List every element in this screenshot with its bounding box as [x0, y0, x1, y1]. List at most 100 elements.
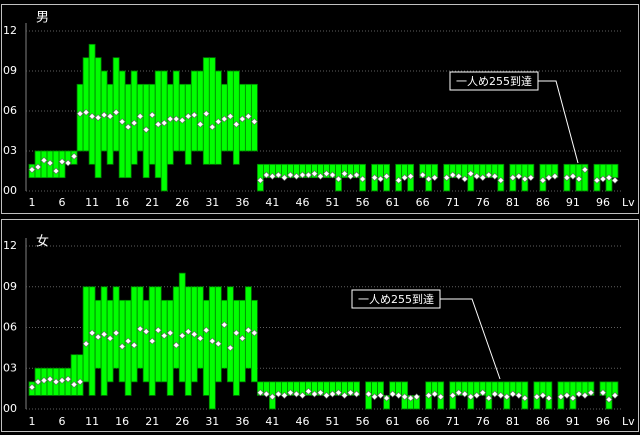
mean-marker — [467, 393, 475, 401]
mean-marker — [455, 389, 463, 397]
x-tick-label: 11 — [85, 196, 99, 209]
mean-marker — [509, 390, 517, 398]
range-bar — [214, 286, 222, 383]
range-bar — [172, 70, 180, 152]
mean-marker — [371, 174, 379, 182]
mean-marker — [479, 389, 487, 397]
mean-marker — [533, 393, 541, 401]
mean-marker — [401, 393, 409, 401]
range-bar — [130, 286, 138, 383]
mean-marker — [232, 329, 240, 337]
x-tick-label: 71 — [446, 196, 460, 209]
mean-marker — [100, 111, 108, 119]
range-bar — [166, 83, 174, 165]
y-tick-label: 12 — [3, 239, 17, 252]
x-tick-label: 16 — [115, 196, 129, 209]
mean-marker — [268, 393, 276, 401]
range-bar — [208, 57, 216, 165]
x-tick-label: 66 — [416, 415, 430, 428]
mean-marker — [214, 340, 222, 348]
mean-marker — [521, 394, 529, 402]
mean-marker — [118, 343, 126, 350]
x-tick-label: 26 — [175, 196, 189, 209]
mean-marker — [581, 166, 589, 174]
mean-marker — [491, 390, 499, 398]
mean-marker — [593, 176, 601, 184]
range-bar — [226, 286, 234, 383]
mean-marker — [545, 394, 553, 402]
mean-marker — [497, 391, 505, 399]
y-tick-label: 03 — [3, 361, 17, 374]
mean-marker — [287, 171, 294, 179]
mean-marker — [311, 390, 318, 398]
mean-marker — [160, 332, 168, 340]
mean-marker — [76, 110, 84, 118]
mean-marker — [58, 377, 66, 384]
y-tick-label: 09 — [3, 64, 17, 77]
mean-marker — [148, 111, 156, 119]
mean-marker — [184, 112, 192, 120]
mean-marker — [178, 332, 186, 340]
range-bar — [118, 299, 126, 383]
range-bar — [202, 299, 210, 396]
range-bar — [467, 163, 475, 192]
mean-marker — [521, 175, 529, 183]
mean-marker — [569, 394, 577, 402]
panel-title: 女 — [36, 234, 49, 250]
mean-marker — [527, 174, 535, 182]
mean-marker — [112, 108, 120, 116]
mean-marker — [34, 163, 42, 171]
mean-marker — [335, 175, 342, 183]
range-bar — [160, 70, 168, 192]
range-bar — [82, 286, 90, 383]
mean-marker — [413, 393, 421, 401]
mean-marker — [443, 174, 451, 182]
mean-marker — [353, 390, 360, 398]
range-bar — [112, 57, 120, 152]
mean-marker — [274, 171, 282, 179]
mean-marker — [118, 118, 126, 126]
mean-marker — [214, 118, 222, 126]
mean-marker — [395, 176, 403, 184]
mean-marker — [281, 391, 288, 399]
mean-marker — [371, 393, 379, 401]
range-bar — [208, 286, 216, 410]
x-tick-label: 86 — [536, 196, 550, 209]
mean-marker — [148, 337, 156, 345]
mean-marker — [130, 341, 138, 349]
mean-marker — [425, 175, 433, 183]
y-tick-label: 00 — [3, 402, 17, 415]
mean-marker — [329, 171, 336, 179]
x-tick-label: 46 — [295, 196, 309, 209]
mean-marker — [82, 108, 90, 116]
mean-marker — [166, 329, 174, 337]
mean-marker — [28, 383, 36, 391]
mean-marker — [106, 334, 114, 342]
mean-marker — [317, 389, 324, 397]
mean-marker — [491, 172, 499, 180]
x-tick-label: 51 — [326, 196, 340, 209]
mean-marker — [575, 175, 583, 183]
annotation-leader — [440, 298, 501, 380]
mean-marker — [124, 337, 132, 345]
mean-marker — [293, 172, 300, 180]
range-bar — [106, 83, 114, 165]
range-bar — [232, 70, 240, 165]
mean-marker — [64, 159, 72, 167]
mean-marker — [611, 391, 619, 399]
x-tick-label: 16 — [115, 415, 129, 428]
range-bar — [605, 381, 613, 410]
mean-marker — [154, 120, 162, 128]
mean-marker — [467, 170, 475, 178]
x-tick-label: 56 — [356, 415, 370, 428]
range-bar — [220, 299, 228, 369]
mean-marker — [365, 390, 373, 398]
x-tick-label: 26 — [175, 415, 189, 428]
mean-marker — [46, 159, 54, 167]
mean-marker — [323, 170, 330, 178]
mean-marker — [238, 334, 246, 342]
mean-marker — [341, 170, 348, 178]
mean-marker — [136, 325, 144, 333]
x-tick-label: 51 — [326, 415, 340, 428]
